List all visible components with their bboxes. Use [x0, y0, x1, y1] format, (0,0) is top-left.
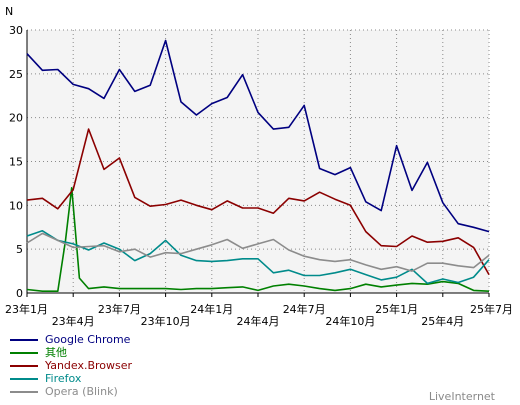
series-line-1 — [26, 187, 490, 292]
legend-item: 其他 — [10, 346, 132, 359]
x-tick-label: 24年4月 — [237, 314, 280, 328]
legend-item: Google Chrome — [10, 333, 132, 346]
legend-swatch — [10, 351, 38, 354]
line-chart: N 0 5 10 15 20 25 30 23年1月 23年4月23年7月23年10月24年1月… — [5, 5, 513, 328]
x-tick-label: 23年4月 — [52, 314, 95, 328]
legend-item: Yandex.Browser — [10, 359, 132, 372]
legend-label: Firefox — [45, 372, 82, 385]
legend-swatch — [10, 338, 38, 341]
legend-item: Opera (Blink) — [10, 385, 132, 398]
legend-swatch — [10, 377, 38, 380]
series-line-4 — [26, 232, 490, 272]
y-tick-label: 0 — [16, 287, 23, 300]
series-line-3 — [26, 230, 490, 285]
legend-label: Google Chrome — [45, 333, 131, 346]
y-tick-label: 20 — [9, 112, 23, 125]
legend-label: Yandex.Browser — [45, 359, 133, 372]
legend-swatch — [10, 364, 38, 367]
x-tick-label: 24年7月 — [283, 302, 326, 316]
legend-item: Firefox — [10, 372, 132, 385]
legend-label: Opera (Blink) — [45, 385, 118, 398]
y-tick-label: 25 — [9, 68, 23, 81]
y-tick-label: 30 — [9, 24, 23, 37]
x-tick-label: 23年1月 — [5, 302, 48, 316]
series-line-2 — [26, 128, 490, 275]
x-tick-label: 25年1月 — [375, 302, 418, 316]
x-tick-label: 25年7月 — [470, 302, 513, 316]
y-tick-label: 15 — [9, 156, 23, 169]
legend: Google Chrome 其他 Yandex.Browser Firefox Oper… — [10, 333, 132, 398]
x-tick-label: 23年10月 — [141, 314, 191, 328]
x-tick-label: 23年7月 — [98, 302, 141, 316]
y-tick-label: 5 — [16, 243, 23, 256]
x-tick-label: 24年10月 — [325, 314, 375, 328]
x-tick-label: 24年1月 — [190, 302, 233, 316]
y-axis-label: N — [5, 5, 13, 18]
x-tick-label: 25年4月 — [421, 314, 464, 328]
legend-label: 其他 — [45, 346, 67, 359]
y-tick-label: 10 — [9, 199, 23, 212]
legend-swatch — [10, 390, 38, 393]
credit-label: LiveInternet — [428, 390, 495, 403]
series-line-0 — [26, 39, 490, 233]
